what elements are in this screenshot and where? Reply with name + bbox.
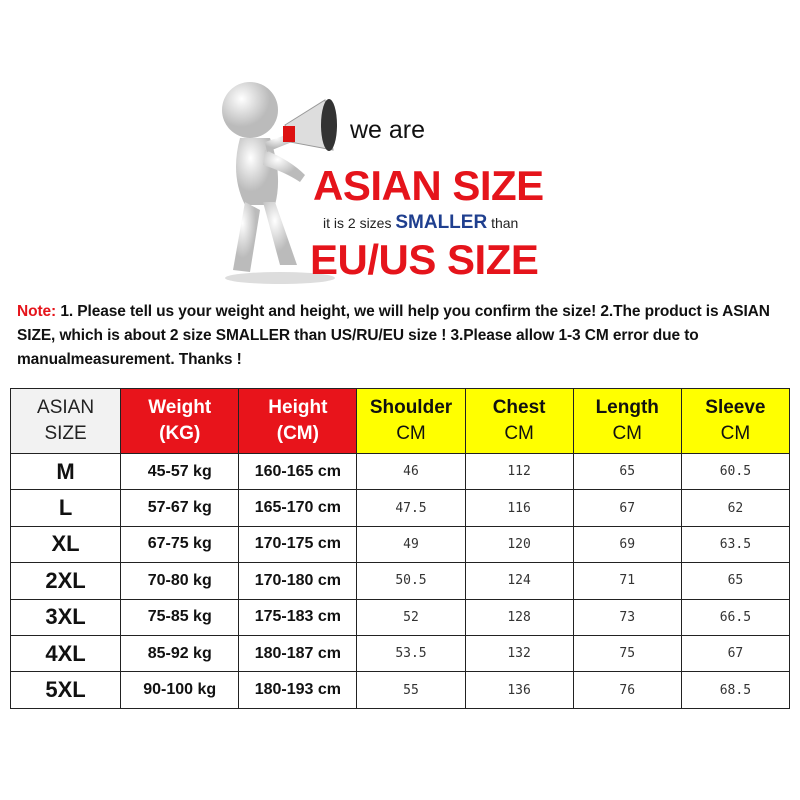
header-line-1: Weight (148, 397, 212, 418)
column-header: ASIAN SIZE (9, 388, 122, 454)
column-header: Length CM (572, 388, 682, 454)
size-cell: M (9, 452, 122, 491)
sleeve-cell: 67 (680, 634, 791, 673)
length-cell: 76 (572, 671, 682, 709)
weight-cell: 75-85 kg (120, 598, 240, 636)
note-label: Note: (17, 303, 57, 320)
header-line-2: SIZE (44, 423, 87, 444)
header-line-1: ASIAN (37, 397, 95, 418)
megaphone-figure-illustration (222, 82, 337, 284)
header-line-1: Shoulder (369, 397, 453, 418)
than-text: than (491, 215, 519, 231)
column-header: Weight (KG) (120, 388, 240, 454)
smaller-text: SMALLER (395, 212, 488, 233)
smaller-subtitle: it is 2 sizes SMALLER than (323, 212, 518, 234)
weight-cell: 45-57 kg (120, 452, 240, 491)
sleeve-cell: 66.5 (680, 598, 791, 636)
size-cell: 5XL (9, 671, 122, 709)
shoulder-cell: 49 (356, 525, 466, 564)
header-line-2: (KG) (159, 423, 201, 444)
table-header-row: ASIAN SIZE Weight (KG) Height (CM) Shoulder CM C… (9, 388, 791, 454)
header-line-2: CM (720, 423, 751, 444)
shoulder-cell: 50.5 (356, 562, 466, 600)
table-row: 4XL 85-92 kg 180-187 cm 53.5 132 75 67 (9, 634, 791, 673)
asian-size-heading: ASIAN SIZE (313, 162, 544, 209)
table-row: XL 67-75 kg 170-175 cm 49 120 69 63.5 (9, 525, 791, 564)
sleeve-cell: 60.5 (680, 452, 791, 491)
header-line-1: Length (595, 397, 659, 418)
size-cell: 4XL (9, 634, 122, 673)
height-cell: 175-183 cm (238, 598, 358, 636)
header-line-2: CM (612, 423, 643, 444)
shoulder-cell: 53.5 (356, 634, 466, 673)
sleeve-cell: 65 (680, 562, 791, 600)
height-cell: 165-170 cm (238, 489, 358, 527)
it-is-text: it is 2 sizes (323, 215, 392, 231)
size-note: Note: 1. Please tell us your weight and … (17, 300, 797, 372)
weight-cell: 70-80 kg (120, 562, 240, 600)
sleeve-cell: 68.5 (680, 671, 791, 709)
column-header: Height (CM) (238, 388, 358, 454)
size-cell: L (9, 489, 122, 527)
length-cell: 67 (572, 489, 682, 527)
header-line-2: CM (396, 423, 426, 444)
shoulder-cell: 52 (356, 598, 466, 636)
height-cell: 180-187 cm (238, 634, 358, 673)
table-row: 2XL 70-80 kg 170-180 cm 50.5 124 71 65 (9, 562, 791, 600)
chest-cell: 124 (464, 562, 574, 600)
header-line-2: (CM) (276, 423, 319, 444)
height-cell: 170-175 cm (238, 525, 358, 564)
table-row: L 57-67 kg 165-170 cm 47.5 116 67 62 (9, 489, 791, 527)
chest-cell: 136 (464, 671, 574, 709)
weight-cell: 67-75 kg (120, 525, 240, 564)
size-cell: 3XL (9, 598, 122, 636)
chest-cell: 132 (464, 634, 574, 673)
header-line-1: Sleeve (705, 397, 766, 418)
length-cell: 75 (572, 634, 682, 673)
table-row: M 45-57 kg 160-165 cm 46 112 65 60.5 (9, 452, 791, 491)
header-line-1: Chest (492, 397, 546, 418)
header-line-1: Height (268, 397, 328, 418)
chest-cell: 116 (464, 489, 574, 527)
we-are-text: we are (350, 116, 426, 144)
weight-cell: 85-92 kg (120, 634, 240, 673)
column-header: Shoulder CM (356, 388, 466, 454)
chest-cell: 112 (464, 452, 574, 491)
height-cell: 170-180 cm (238, 562, 358, 600)
header-line-2: CM (504, 423, 534, 444)
column-header: Sleeve CM (680, 388, 791, 454)
length-cell: 69 (572, 525, 682, 564)
size-chart-table: ASIAN SIZE Weight (KG) Height (CM) Shoulder CM C… (9, 388, 791, 709)
size-cell: 2XL (9, 562, 122, 600)
column-header: Chest CM (464, 388, 574, 454)
height-cell: 180-193 cm (238, 671, 358, 709)
shoulder-cell: 55 (356, 671, 466, 709)
sleeve-cell: 63.5 (680, 525, 791, 564)
length-cell: 65 (572, 452, 682, 491)
shoulder-cell: 46 (356, 452, 466, 491)
height-cell: 160-165 cm (238, 452, 358, 491)
sleeve-cell: 62 (680, 489, 791, 527)
note-text: 1. Please tell us your weight and height… (17, 303, 770, 368)
shoulder-cell: 47.5 (356, 489, 466, 527)
table-row: 3XL 75-85 kg 175-183 cm 52 128 73 66.5 (9, 598, 791, 636)
length-cell: 71 (572, 562, 682, 600)
chest-cell: 120 (464, 525, 574, 564)
length-cell: 73 (572, 598, 682, 636)
weight-cell: 57-67 kg (120, 489, 240, 527)
size-cell: XL (9, 525, 122, 564)
eu-us-size-heading: EU/US SIZE (310, 236, 539, 283)
chest-cell: 128 (464, 598, 574, 636)
table-row: 5XL 90-100 kg 180-193 cm 55 136 76 68.5 (9, 671, 791, 709)
weight-cell: 90-100 kg (120, 671, 240, 709)
